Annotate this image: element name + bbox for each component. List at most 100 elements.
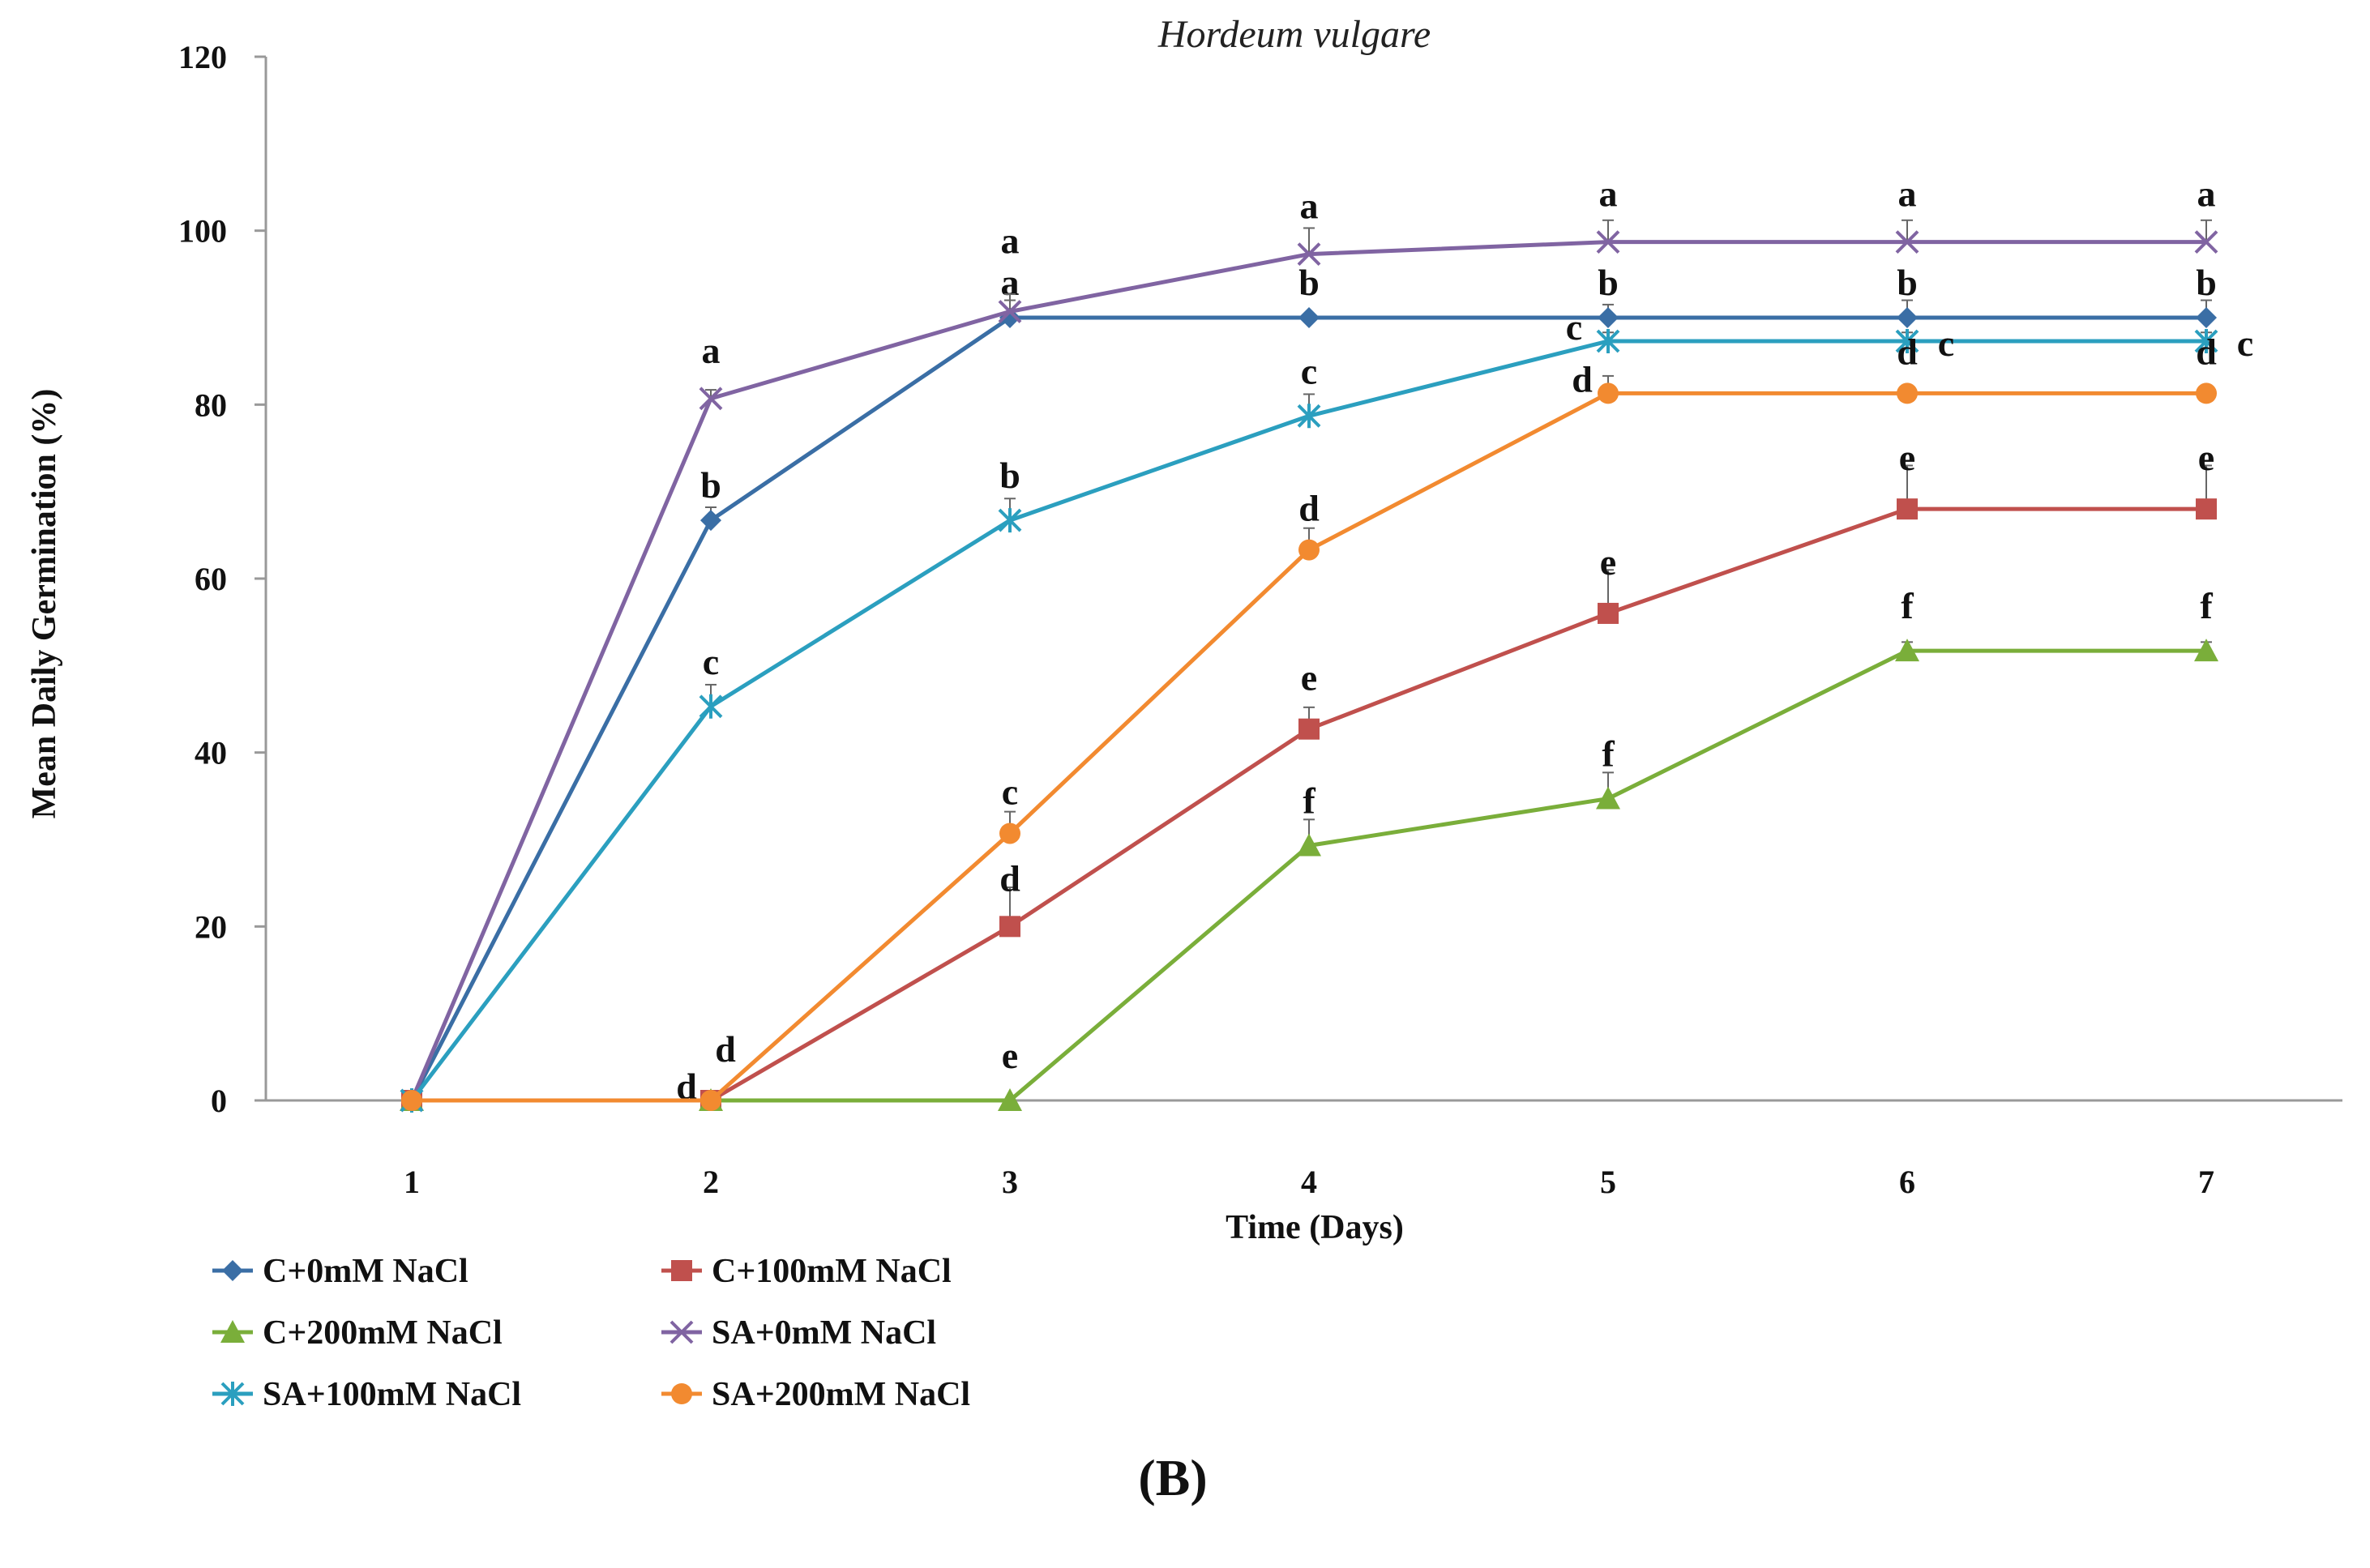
data-point (1297, 242, 1321, 267)
data-point (2196, 498, 2217, 520)
y-tick-label: 120 (178, 39, 227, 75)
y-tick-label: 60 (195, 561, 227, 597)
x-tick-label: 1 (404, 1164, 420, 1200)
data-point (1297, 404, 1321, 429)
data-point (998, 300, 1022, 323)
legend-label: C+200mM NaCl (263, 1314, 503, 1352)
legend-item: SA+0mM NaCl (661, 1314, 936, 1352)
significance-label: c (1301, 350, 1317, 391)
x-tick-label: 6 (1899, 1164, 1915, 1200)
significance-label: b (700, 464, 721, 506)
data-point (1297, 833, 1321, 857)
significance-label: d (1298, 488, 1320, 529)
significance-label: d (2196, 331, 2217, 372)
significance-label: e (1301, 657, 1317, 699)
data-point (1596, 328, 1620, 353)
data-point (1895, 230, 1919, 254)
data-point (1897, 498, 1918, 520)
data-point (2194, 328, 2218, 353)
significance-label: a (1300, 186, 1319, 227)
series-sa-100mm-nacl: c b c c c c (400, 306, 2253, 1113)
data-point (700, 1090, 721, 1111)
data-point (1298, 307, 1320, 328)
legend: C+0mM NaCl C+100mM NaCl C+200mM NaCl SA+0mM… (212, 1253, 970, 1413)
legend-marker (222, 1260, 243, 1281)
data-point (2196, 382, 2217, 404)
significance-label: a (1001, 262, 1020, 303)
significance-label: f (1602, 733, 1615, 775)
data-point (1298, 718, 1320, 740)
series-sa-200mm-nacl: d c d d d d (401, 331, 2217, 1111)
data-point (999, 822, 1020, 844)
data-point (1598, 382, 1619, 404)
y-tick-label: 100 (178, 213, 227, 250)
data-point (699, 694, 723, 719)
x-tick-label: 5 (1600, 1164, 1616, 1200)
significance-label: d (715, 1028, 736, 1070)
data-point (1596, 786, 1620, 810)
panel-label: (B) (1138, 1449, 1207, 1506)
y-axis-title: Mean Daily Germination (%) (26, 389, 63, 819)
legend-marker (671, 1383, 692, 1404)
legend-item: C+200mM NaCl (212, 1314, 503, 1352)
significance-label: b (1298, 262, 1320, 303)
data-point (2196, 307, 2217, 328)
significance-label: b (1598, 262, 1619, 303)
legend-marker (220, 1320, 245, 1343)
x-tick-label: 3 (1002, 1164, 1018, 1200)
data-point (2194, 230, 2218, 254)
significance-label: b (999, 455, 1020, 496)
legend-label: C+0mM NaCl (263, 1253, 468, 1290)
data-point (2194, 639, 2218, 662)
data-point (1596, 230, 1620, 254)
significance-label: a (702, 330, 721, 371)
significance-label: c (1938, 323, 1954, 364)
data-point (1895, 328, 1919, 353)
chart-title: Hordeum vulgare (1157, 13, 1431, 56)
legend-marker (671, 1260, 692, 1281)
x-axis-ticks: 1 2 3 4 5 6 7 (404, 1164, 2214, 1200)
legend-item: C+100mM NaCl (661, 1253, 952, 1290)
significance-label: f (2200, 585, 2213, 626)
data-point (401, 1090, 422, 1111)
x-tick-label: 7 (2198, 1164, 2214, 1200)
significance-label: d (1572, 358, 1593, 399)
x-axis-title: Time (Days) (1226, 1209, 1404, 1246)
data-point (699, 387, 723, 411)
significance-label: b (1897, 262, 1918, 303)
legend-marker (220, 1382, 245, 1406)
significance-label: c (1002, 771, 1018, 812)
significance-label: e (1600, 541, 1616, 583)
data-point (1298, 539, 1320, 561)
significance-label: d (999, 857, 1020, 899)
y-tick-label: 40 (195, 735, 227, 771)
significance-label: b (2196, 262, 2217, 303)
significance-label: c (703, 641, 719, 682)
significance-label: f (1303, 780, 1315, 822)
significance-label: c (1566, 306, 1582, 348)
significance-label: c (2237, 323, 2253, 364)
significance-label: d (1897, 331, 1918, 372)
x-tick-label: 4 (1301, 1164, 1317, 1200)
significance-label: e (1899, 437, 1915, 478)
data-point (1897, 382, 1918, 404)
significance-label: a (1001, 220, 1020, 261)
data-point (700, 510, 721, 532)
data-point (1598, 307, 1619, 328)
data-point (998, 1088, 1022, 1111)
data-point (1897, 307, 1918, 328)
y-tick-label: 0 (211, 1083, 227, 1119)
legend-label: SA+200mM NaCl (712, 1376, 970, 1413)
data-point (998, 508, 1022, 533)
y-tick-label: 80 (195, 387, 227, 423)
legend-item: SA+100mM NaCl (212, 1376, 521, 1413)
y-axis-ticks: 0 20 40 60 80 100 120 (178, 39, 266, 1119)
significance-label: a (1898, 173, 1917, 215)
legend-label: SA+0mM NaCl (712, 1314, 936, 1352)
legend-item: C+0mM NaCl (212, 1253, 468, 1290)
data-point (1895, 639, 1919, 662)
y-tick-label: 20 (195, 908, 227, 945)
significance-label: a (2197, 173, 2216, 215)
